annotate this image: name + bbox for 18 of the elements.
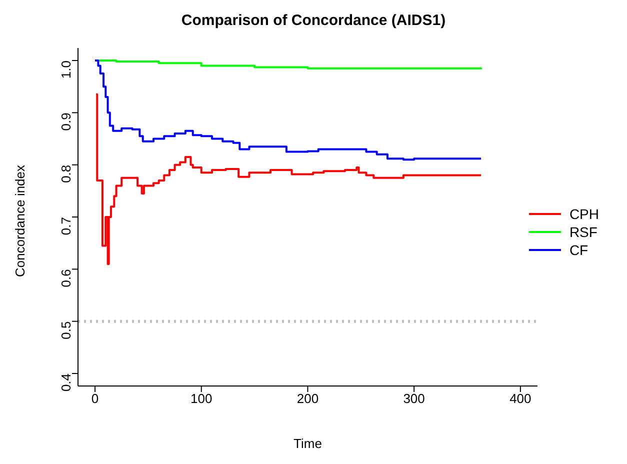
y-tick-label: 0.6 [58, 269, 74, 288]
legend-label: CPH [569, 206, 599, 222]
x-tick-label: 100 [190, 391, 212, 406]
legend-label: RSF [569, 224, 598, 240]
y-tick-label: 0.7 [58, 217, 74, 236]
y-tick-label: 0.5 [58, 321, 74, 340]
y-axis-title: Concordance index [12, 164, 28, 277]
x-tick-label: 400 [510, 391, 532, 406]
chart-title: Comparison of Concordance (AIDS1) [180, 12, 447, 29]
x-tick-label: 300 [403, 391, 425, 406]
x-tick-label: 200 [296, 391, 319, 406]
legend-label: CF [569, 242, 588, 258]
x-axis-title: Time [294, 436, 322, 451]
y-tick-label: 0.9 [58, 112, 74, 131]
y-tick-label: 1.0 [58, 60, 74, 79]
y-tick-label: 0.4 [58, 373, 74, 392]
x-tick-label: 0 [91, 391, 99, 406]
y-tick-label: 0.8 [58, 164, 74, 183]
